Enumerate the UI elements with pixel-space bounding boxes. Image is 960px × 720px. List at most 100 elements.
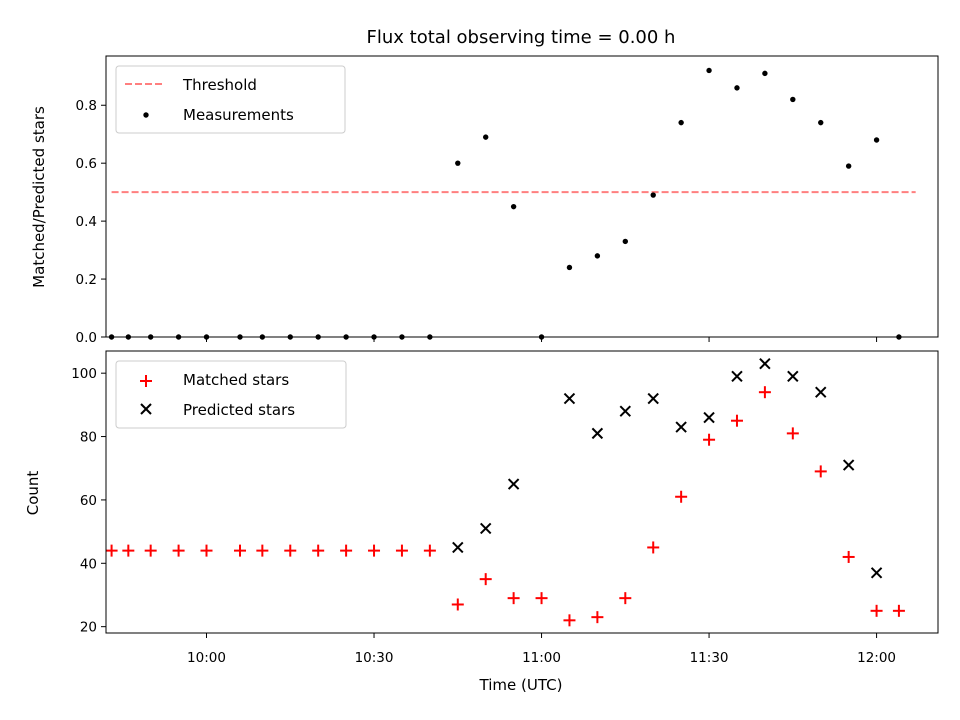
measurements-point — [678, 119, 684, 126]
matched-stars-point — [892, 604, 905, 617]
top-legend: Threshold Measurements — [115, 65, 346, 134]
matched-stars-point — [340, 544, 353, 557]
matched-stars-point — [172, 544, 185, 557]
bottom-x-ticks: 10:00 10:30 11:00 11:30 12:00 — [187, 633, 896, 666]
measurements-point — [622, 238, 629, 245]
measurements-point — [706, 67, 712, 74]
measurements-legend-swatch — [143, 112, 149, 118]
top-y-ticks: 0.0 0.2 0.4 0.6 0.8 — [76, 98, 106, 346]
top-y-tick-label: 0.0 — [76, 330, 97, 346]
matched-stars-point — [479, 573, 492, 586]
predicted-stars-point — [452, 541, 464, 554]
predicted-stars-point — [842, 459, 855, 471]
bottom-panel: 20 40 60 80 100 10:00 10:30 11:00 11:30 12:00 Co… — [24, 350, 939, 694]
measurements-point — [873, 137, 880, 143]
top-legend-frame — [115, 65, 346, 134]
bottom-y-axis-label: Count — [24, 471, 42, 516]
measurements-point — [594, 253, 601, 259]
predicted-stars-point — [563, 392, 576, 405]
predicted-stars-point — [591, 427, 604, 440]
top-y-axis-label: Matched/Predicted stars — [30, 106, 48, 288]
x-tick-label: 12:00 — [857, 650, 896, 666]
measurements-point — [650, 192, 656, 198]
x-axis-label: Time (UTC) — [479, 676, 563, 694]
predicted-stars-point — [870, 567, 883, 579]
predicted-stars-point — [479, 522, 492, 535]
matched-stars-point — [647, 541, 660, 554]
measurements-point — [845, 163, 852, 169]
measurements-point — [455, 160, 461, 166]
matched-stars-point — [256, 544, 269, 557]
bottom-y-tick-label: 40 — [80, 556, 97, 572]
matched-stars-point — [758, 386, 771, 399]
matched-stars-point — [870, 604, 883, 617]
predicted-legend-label: Predicted stars — [183, 401, 295, 419]
bottom-y-tick-label: 80 — [80, 430, 97, 446]
matched-stars-point — [200, 544, 213, 557]
threshold-legend-label: Threshold — [182, 76, 257, 94]
top-y-tick-label: 0.4 — [76, 214, 97, 230]
matched-stars-point — [105, 544, 118, 557]
matched-stars-point — [535, 592, 548, 605]
bottom-y-tick-label: 60 — [80, 493, 97, 509]
matched-stars-point — [284, 544, 297, 557]
x-tick-label: 10:30 — [355, 650, 394, 666]
x-tick-label: 10:00 — [187, 650, 226, 666]
matched-stars-point — [144, 544, 157, 557]
predicted-stars-point — [787, 370, 799, 383]
bottom-plot-marks — [105, 357, 905, 627]
predicted-stars-point — [759, 357, 771, 370]
matched-stars-point — [507, 592, 520, 605]
measurements-point — [734, 85, 740, 91]
predicted-stars-point — [703, 411, 715, 424]
matched-stars-point — [730, 414, 743, 427]
measurements-legend-label: Measurements — [183, 106, 294, 124]
matched-stars-point — [619, 592, 632, 605]
top-panel: 0.00.20.40.60.8 Matched/Predicted stars … — [30, 55, 939, 346]
top-axes-frame — [105, 55, 939, 338]
matched-legend-label: Matched stars — [183, 371, 289, 389]
matched-stars-point — [451, 598, 464, 611]
matched-stars-point — [591, 611, 604, 624]
matched-stars-point — [675, 490, 688, 503]
bottom-axes-frame — [105, 350, 939, 634]
measurements-point — [510, 203, 517, 210]
matched-stars-point — [814, 465, 827, 478]
predicted-stars-point — [507, 478, 520, 490]
matched-stars-point — [786, 427, 799, 440]
measurements-point — [483, 134, 489, 140]
x-tick-label: 11:30 — [690, 650, 729, 666]
predicted-legend-swatch — [140, 403, 152, 415]
matched-stars-point — [423, 544, 436, 557]
top-y-tick-label: 0.8 — [76, 98, 97, 114]
measurements-point — [566, 264, 573, 271]
matched-stars-point — [312, 544, 325, 557]
top-y-tick-label: 0.6 — [76, 156, 97, 172]
bottom-legend-frame — [115, 360, 347, 429]
predicted-stars-point — [619, 405, 632, 417]
bottom-y-tick-label: 100 — [71, 366, 97, 382]
matched-stars-point — [122, 544, 135, 557]
measurements-point — [790, 96, 796, 103]
predicted-stars-point — [675, 421, 687, 433]
predicted-stars-point — [731, 370, 743, 383]
top-x-ticks — [206, 337, 878, 342]
bottom-y-tick-label: 20 — [80, 620, 97, 636]
matched-stars-point — [234, 544, 247, 557]
predicted-stars-point — [647, 392, 659, 405]
x-tick-label: 11:00 — [522, 650, 561, 666]
matched-stars-point — [368, 544, 381, 557]
matched-stars-point — [703, 433, 716, 446]
measurements-point — [818, 119, 824, 126]
matched-stars-point — [395, 544, 408, 557]
matched-stars-point — [563, 614, 576, 627]
bottom-y-ticks: 20 40 60 80 100 — [71, 366, 106, 636]
matched-legend-swatch — [140, 375, 152, 387]
measurements-point — [762, 70, 768, 77]
predicted-stars-point — [815, 386, 827, 398]
bottom-legend: Matched stars Predicted stars — [115, 360, 347, 429]
top-y-tick-label: 0.2 — [76, 272, 97, 288]
chart-title: Flux total observing time = 0.00 h — [367, 27, 676, 48]
matched-stars-point — [842, 550, 855, 563]
